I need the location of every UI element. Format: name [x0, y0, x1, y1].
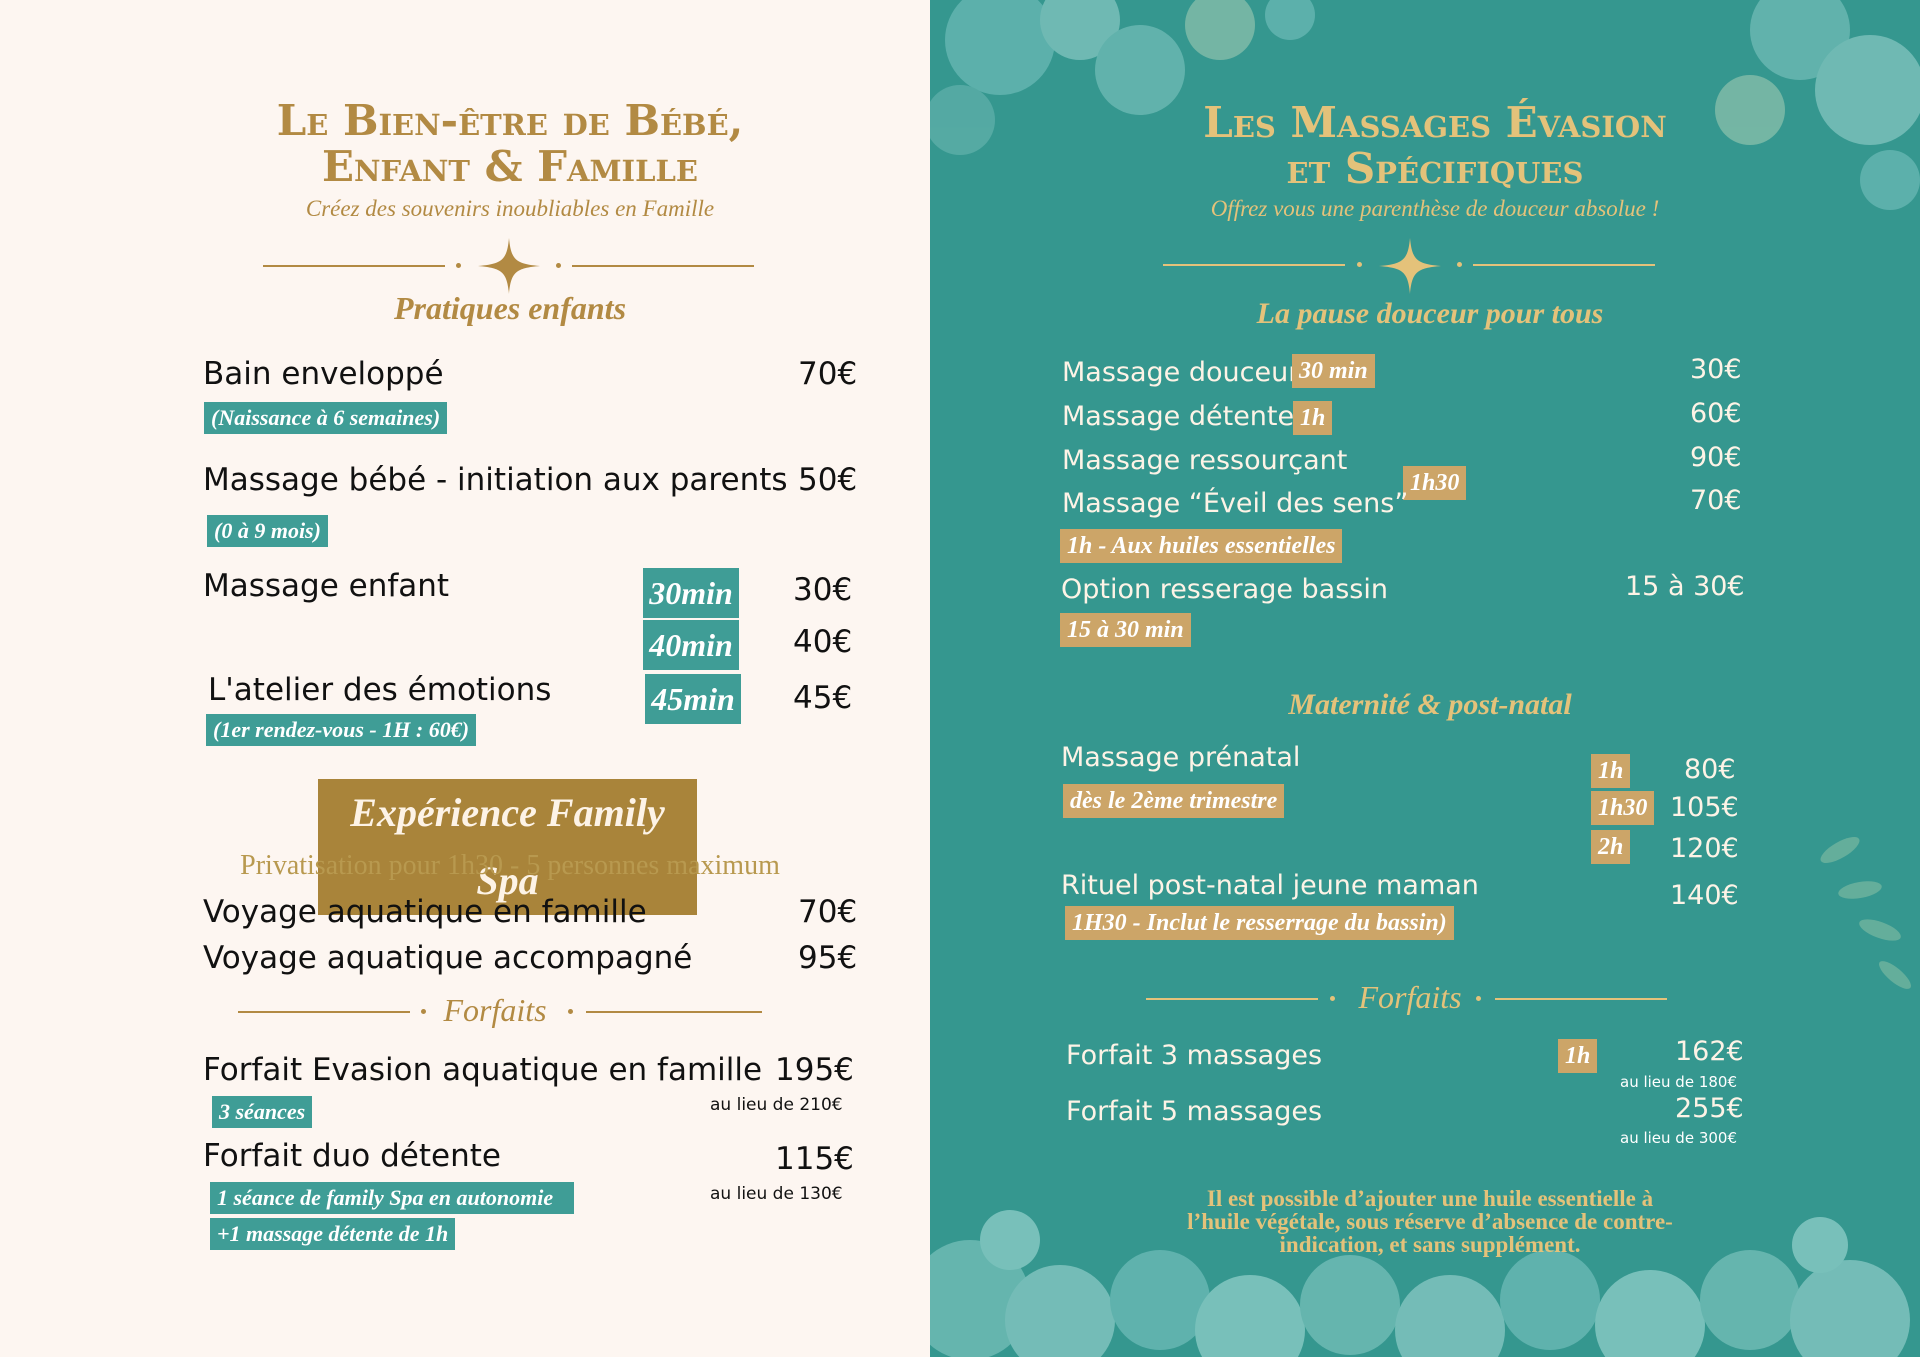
voyage-famille-price: 70€: [798, 894, 858, 930]
divider-line-right: [586, 1011, 762, 1013]
item-massage-bebe-note: (0 à 9 mois): [207, 515, 328, 547]
forfait-5-price: 255€: [1675, 1093, 1744, 1124]
forfait-3-price: 162€: [1675, 1036, 1744, 1067]
duration-tag: 2h: [1591, 830, 1631, 864]
section-title-forfaits: Forfaits: [443, 992, 547, 1028]
forfait-duo-price: 115€: [775, 1141, 854, 1177]
sparkle-star-icon: [1379, 238, 1441, 294]
postnatal-label: Rituel post-natal jeune maman: [1061, 870, 1479, 901]
prenatal-price-1h: 80€: [1684, 754, 1736, 785]
right-title-line2: et Spécifiques: [1286, 144, 1584, 193]
duration-tag: 30 min: [1292, 354, 1375, 388]
douceur-label: Massage douceur: [1062, 357, 1300, 388]
divider-line-left: [238, 1011, 410, 1013]
douceur-price: 30€: [1690, 354, 1742, 385]
item-bain-price: 70€: [798, 356, 858, 392]
postnatal-price: 140€: [1670, 880, 1739, 911]
ressourcant-price: 90€: [1690, 442, 1742, 473]
eveil-price: 70€: [1690, 485, 1742, 516]
voyage-accompagne-price: 95€: [798, 940, 858, 976]
right-title-line1: Les Massages Évasion: [1203, 98, 1667, 147]
ressourcant-label: Massage ressourçant: [1062, 445, 1348, 476]
forfait-5-was: au lieu de 300€: [1620, 1129, 1737, 1147]
postnatal-note: 1H30 - Inclut le resserrage du bassin): [1065, 906, 1454, 940]
section-title-children: Pratiques enfants: [393, 290, 627, 326]
divider-line-right: [572, 265, 754, 267]
item-atelier-note: (1er rendez-vous - 1H : 60€): [206, 714, 477, 746]
prenatal-note: dès le 2ème trimestre: [1063, 784, 1285, 818]
duration-tag: 1h: [1558, 1039, 1598, 1073]
item-massage-bebe-price: 50€: [798, 462, 858, 498]
divider-dot: [1330, 996, 1335, 1001]
voyage-accompagne-label: Voyage aquatique accompagné: [203, 940, 693, 976]
forfait-evasion-note: 3 séances: [212, 1096, 313, 1128]
section-title-maternite: Maternité & post-natal: [1288, 688, 1572, 721]
divider-line-right: [1473, 264, 1655, 266]
eveil-note: 1h - Aux huiles essentielles: [1060, 529, 1343, 563]
item-massage-enfant-label: Massage enfant: [203, 568, 450, 604]
forfait-evasion-price: 195€: [775, 1052, 854, 1088]
item-massage-enfant-price1: 30€: [793, 572, 853, 608]
divider-line-left: [1146, 998, 1318, 1000]
prenatal-price-2h: 120€: [1670, 833, 1739, 864]
divider-dot: [421, 1009, 426, 1014]
section-title-forfaits: Forfaits: [1358, 979, 1462, 1015]
sparkle-star-icon: [478, 238, 540, 294]
duration-tag: 1h: [1293, 401, 1333, 435]
item-atelier-label: L'atelier des émotions: [208, 672, 552, 708]
forfait-duo-label: Forfait duo détente: [203, 1138, 501, 1174]
divider-dot: [1476, 996, 1481, 1001]
privatisation-text: Privatisation pour 1h30 - 5 personnes ma…: [240, 850, 780, 881]
floral-decoration-icon: [930, 0, 1920, 1357]
item-atelier-price: 45€: [793, 680, 853, 716]
left-subtitle: Créez des souvenirs inoubliables en Fami…: [305, 196, 715, 221]
forfait-duo-note1: 1 séance de family Spa en autonomie: [210, 1182, 574, 1214]
detente-label: Massage détente: [1062, 401, 1295, 432]
footnote-line1: Il est possible d’ajouter une huile esse…: [1206, 1186, 1654, 1211]
bassin-note: 15 à 30 min: [1060, 613, 1191, 647]
duration-tag: 1h30: [1403, 466, 1467, 500]
family-spa-banner: Expérience Family Spa: [318, 779, 697, 915]
forfait-duo-note2: +1 massage détente de 1h: [210, 1218, 456, 1250]
duration-tag: 30min: [643, 568, 739, 618]
detente-price: 60€: [1690, 398, 1742, 429]
item-massage-bebe-label: Massage bébé - initiation aux parents: [203, 462, 788, 498]
prenatal-label: Massage prénatal: [1061, 742, 1301, 773]
footnote-line2: l’huile végétale, sous réserve d’absence…: [1187, 1209, 1673, 1234]
forfait-evasion-was: au lieu de 210€: [710, 1095, 843, 1115]
left-title-line2: Enfant & Famille: [321, 142, 699, 191]
forfait-3-was: au lieu de 180€: [1620, 1073, 1737, 1091]
divider-line-left: [263, 265, 445, 267]
forfait-evasion-label: Forfait Evasion aquatique en famille: [203, 1052, 763, 1088]
voyage-famille-label: Voyage aquatique en famille: [203, 894, 647, 930]
forfait-duo-was: au lieu de 130€: [710, 1184, 843, 1204]
right-subtitle: Offrez vous une parenthèse de douceur ab…: [1210, 196, 1660, 221]
duration-tag: 1h: [1591, 754, 1631, 788]
duration-tag: 45min: [645, 674, 741, 724]
right-page: Les Massages Évasion et Spécifiques Offr…: [930, 0, 1920, 1357]
footnote-line3: indication, et sans supplément.: [1279, 1232, 1581, 1257]
divider-dot: [1457, 262, 1462, 267]
item-bain-label: Bain enveloppé: [203, 356, 444, 392]
prenatal-price-1h30: 105€: [1670, 792, 1739, 823]
divider-line-left: [1163, 264, 1345, 266]
section-title-pause: La pause douceur pour tous: [1256, 297, 1604, 330]
eveil-label: Massage “Éveil des sens”: [1062, 488, 1409, 519]
bassin-price: 15 à 30€: [1625, 571, 1745, 602]
forfait-3-label: Forfait 3 massages: [1066, 1040, 1323, 1071]
divider-line-right: [1495, 998, 1667, 1000]
item-massage-enfant-price2: 40€: [793, 624, 853, 660]
bassin-label: Option resserage bassin: [1061, 574, 1388, 605]
divider-dot: [556, 263, 561, 268]
divider-dot: [1357, 262, 1362, 267]
duration-tag: 1h30: [1591, 791, 1655, 825]
duration-tag: 40min: [643, 620, 739, 670]
item-bain-note: (Naissance à 6 semaines): [204, 402, 448, 434]
forfait-5-label: Forfait 5 massages: [1066, 1096, 1323, 1127]
left-title-line1: Le Bien-être de Bébé,: [276, 96, 744, 145]
left-page: Le Bien-être de Bébé, Enfant & Famille C…: [0, 0, 930, 1357]
divider-dot: [456, 263, 461, 268]
divider-dot: [568, 1009, 573, 1014]
